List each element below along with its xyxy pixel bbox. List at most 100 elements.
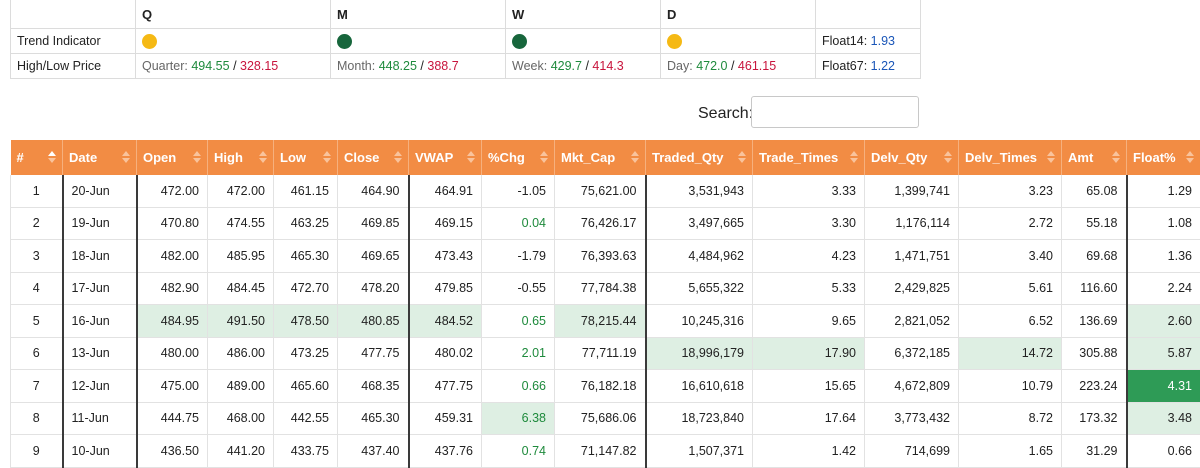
cell-amt: 305.88	[1061, 337, 1127, 370]
column-header-chg[interactable]: %Chg	[481, 140, 555, 175]
column-header-low[interactable]: Low	[273, 140, 338, 175]
column-header-float[interactable]: Float%	[1126, 140, 1200, 175]
cell-delv-times: 1.65	[958, 434, 1062, 468]
hl-separator: /	[233, 59, 237, 73]
cell-vwap: 480.02	[407, 337, 482, 370]
column-header-label: Delv_Qty	[871, 150, 928, 165]
sort-arrows-icon[interactable]	[944, 151, 952, 163]
search-input[interactable]	[751, 96, 919, 128]
trend-dot-icon	[667, 33, 682, 49]
cell-close: 478.20	[337, 272, 409, 305]
cell-float: 3.48	[1125, 402, 1200, 435]
cell-traded-qty: 18,996,179	[644, 337, 753, 370]
hl-separator: /	[585, 59, 589, 73]
summary-header-row: Q M W D	[10, 0, 921, 29]
cell-chg: 2.01	[481, 337, 555, 370]
column-header-delv-qty[interactable]: Delv_Qty	[864, 140, 959, 175]
cell-open: 484.95	[135, 304, 208, 338]
sort-arrows-icon[interactable]	[394, 151, 402, 163]
sort-arrows-icon[interactable]	[850, 151, 858, 163]
sort-arrows-icon[interactable]	[48, 151, 56, 163]
sort-arrows-icon[interactable]	[122, 151, 130, 163]
cell-low: 465.30	[273, 239, 338, 273]
table-row: 2 19-Jun 470.80 474.55 463.25 469.85 469.15 0.0…	[10, 207, 1200, 240]
cell-index: 2	[10, 207, 63, 240]
column-header-close[interactable]: Close	[337, 140, 409, 175]
column-header-vwap[interactable]: VWAP	[408, 140, 482, 175]
cell-index: 7	[10, 369, 63, 403]
sort-arrows-icon[interactable]	[1047, 151, 1055, 163]
cell-chg: -1.05	[481, 175, 555, 208]
cell-mkt-cap: 76,182.18	[554, 369, 646, 403]
period-quarter: Q	[135, 0, 331, 29]
column-header-label: Mkt_Cap	[561, 150, 616, 165]
float14-value: 1.93	[870, 34, 895, 48]
cell-high: 491.50	[207, 304, 274, 338]
column-header-label: #	[16, 150, 24, 165]
cell-delv-times: 8.72	[958, 402, 1062, 435]
column-header-date[interactable]: Date	[62, 140, 137, 175]
hl-high-value: 429.7	[550, 59, 582, 73]
cell-mkt-cap: 75,621.00	[554, 175, 646, 208]
sort-arrows-icon[interactable]	[1186, 151, 1194, 163]
cell-low: 465.60	[273, 369, 338, 403]
table-row: 6 13-Jun 480.00 486.00 473.25 477.75 480.02 2.0…	[10, 337, 1200, 370]
float67-value: 1.22	[870, 59, 895, 73]
column-header-traded-qty[interactable]: Traded_Qty	[645, 140, 753, 175]
column-header-amt[interactable]: Amt	[1061, 140, 1127, 175]
cell-chg: 0.74	[481, 434, 555, 468]
column-header-mkt-cap[interactable]: Mkt_Cap	[554, 140, 646, 175]
column-header-label: Float%	[1133, 150, 1176, 165]
cell-index: 5	[10, 304, 63, 338]
sort-arrows-icon[interactable]	[193, 151, 201, 163]
cell-open: 482.90	[135, 272, 208, 305]
float14-label: Float14:	[822, 34, 868, 48]
cell-close: 464.90	[337, 175, 409, 208]
column-header-label: %Chg	[488, 150, 525, 165]
sort-arrows-icon[interactable]	[738, 151, 746, 163]
cell-delv-qty: 1,471,751	[864, 239, 959, 273]
cell-trade-times: 9.65	[752, 304, 865, 338]
column-header-trade-times[interactable]: Trade_Times	[752, 140, 865, 175]
sort-arrows-icon[interactable]	[323, 151, 331, 163]
column-header-open[interactable]: Open	[136, 140, 208, 175]
cell-delv-qty: 3,773,432	[864, 402, 959, 435]
summary-blank	[815, 0, 921, 29]
cell-float: 1.29	[1125, 175, 1200, 208]
cell-date: 18-Jun	[61, 239, 137, 273]
float67-cell: Float67: 1.22	[815, 53, 921, 79]
column-header-high[interactable]: High	[207, 140, 274, 175]
column-header-delv-times[interactable]: Delv_Times	[958, 140, 1062, 175]
hl-separator: /	[420, 59, 424, 73]
cell-vwap: 477.75	[407, 369, 482, 403]
sort-arrows-icon[interactable]	[259, 151, 267, 163]
column-header-label: Trade_Times	[759, 150, 839, 165]
hl-period-label: Week:	[512, 59, 548, 73]
sort-arrows-icon[interactable]	[467, 151, 475, 163]
hl-period-label: Day:	[667, 59, 693, 73]
cell-low: 463.25	[273, 207, 338, 240]
cell-trade-times: 3.33	[752, 175, 865, 208]
trend-day-cell	[660, 28, 816, 54]
cell-delv-qty: 4,672,809	[864, 369, 959, 403]
price-history-table: # Date Open High Low Close VWAP %Chg Mkt_Cap Trad…	[10, 140, 1200, 468]
high-low-label: High/Low Price	[10, 53, 136, 79]
cell-amt: 65.08	[1061, 175, 1127, 208]
cell-trade-times: 15.65	[752, 369, 865, 403]
cell-float: 2.24	[1125, 272, 1200, 305]
cell-low: 433.75	[273, 434, 338, 468]
trend-row: Trend Indicator Float14: 1.93	[10, 28, 921, 54]
trend-week-cell	[505, 28, 661, 54]
cell-trade-times: 17.90	[752, 337, 865, 370]
sort-arrows-icon[interactable]	[631, 151, 639, 163]
cell-amt: 136.69	[1061, 304, 1127, 338]
column-header-index[interactable]: #	[10, 140, 63, 175]
cell-close: 480.85	[337, 304, 409, 338]
sort-arrows-icon[interactable]	[540, 151, 548, 163]
cell-low: 478.50	[273, 304, 338, 338]
cell-high: 474.55	[207, 207, 274, 240]
cell-high: 472.00	[207, 175, 274, 208]
cell-float: 0.66	[1125, 434, 1200, 468]
sort-arrows-icon[interactable]	[1112, 151, 1120, 163]
cell-delv-qty: 2,821,052	[864, 304, 959, 338]
